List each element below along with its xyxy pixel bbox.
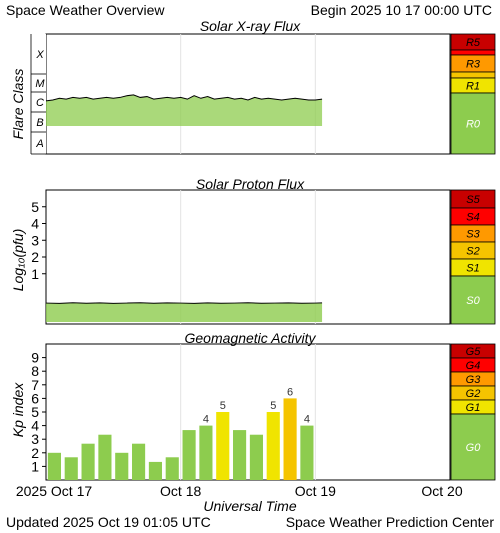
kp-bar [266, 412, 280, 480]
time-axis: 2025 Oct 17 Oct 18 Oct 19 Oct 20 [16, 483, 463, 499]
kp-bar [132, 443, 146, 480]
kp-bar [199, 425, 213, 480]
xray-class-label: A [35, 138, 43, 150]
kp-ytick-label: 3 [31, 431, 39, 447]
xray-scale-band [450, 49, 496, 56]
xray-class-label: B [36, 117, 43, 129]
kp-scale-label: G3 [466, 374, 482, 386]
time-tick-label: Oct 20 [421, 483, 462, 499]
updated-time: Updated 2025 Oct 19 01:05 UTC [6, 514, 211, 530]
kp-bar-label: 5 [220, 400, 226, 412]
xray-flux-area [46, 94, 323, 126]
kp-ytick-label: 9 [31, 350, 39, 366]
xray-scale-label: R3 [466, 59, 481, 71]
kp-bar [81, 443, 95, 480]
source-label: Space Weather Prediction Center [285, 514, 494, 530]
proton-ylabel: Log₁₀(pfu) [10, 228, 26, 292]
proton-scale-label: S4 [466, 212, 479, 224]
time-tick-label: Oct 18 [160, 483, 201, 499]
kp-ylabel: Kp index [10, 382, 26, 438]
kp-scale-label: G2 [466, 388, 481, 400]
overview-title: Space Weather Overview [6, 2, 165, 18]
kp-bar [64, 457, 78, 480]
xray-ylabel: Flare Class [10, 68, 26, 140]
proton-flux-area [46, 302, 323, 322]
proton-scale-label: S5 [466, 194, 480, 206]
kp-ytick-label: 7 [31, 377, 39, 393]
xray-scale-label: R0 [466, 119, 481, 131]
kp-ytick-label: 8 [31, 363, 39, 379]
xray-class-column [31, 34, 46, 154]
xray-class-label: C [36, 97, 44, 109]
kp-scale-label: G1 [466, 402, 481, 414]
time-tick-label: 2025 Oct 17 [16, 483, 92, 499]
proton-ytick-label: 5 [31, 199, 39, 215]
kp-plot-frame [45, 343, 451, 481]
kp-title: Geomagnetic Activity [184, 330, 316, 346]
kp-bar-label: 6 [287, 386, 293, 398]
kp-bar [182, 430, 196, 480]
xray-scale-band [450, 71, 496, 79]
proton-scale-label: S1 [466, 263, 479, 275]
time-axis-label: Universal Time [203, 498, 297, 514]
proton-scale-band [450, 275, 496, 325]
kp-bar [233, 430, 247, 480]
kp-bar [148, 461, 162, 480]
kp-ytick-label: 6 [31, 390, 39, 406]
proton-ytick-label: 1 [31, 266, 39, 282]
kp-scale-label: G0 [466, 442, 482, 454]
proton-scale-label: S2 [466, 246, 479, 258]
begin-time: Begin 2025 10 17 00:00 UTC [310, 2, 492, 18]
kp-ytick-label: 2 [31, 445, 39, 461]
kp-bar [300, 425, 314, 480]
kp-bar-label: 4 [203, 414, 209, 426]
kp-bar [165, 457, 179, 480]
kp-bar [115, 452, 129, 480]
xray-flux-line [45, 94, 323, 102]
proton-flux-line [45, 302, 323, 304]
time-tick-label: Oct 19 [295, 483, 336, 499]
kp-ytick-label: 5 [31, 404, 39, 420]
xray-class-label: M [35, 78, 45, 90]
proton-ytick-label: 2 [31, 249, 39, 265]
proton-title: Solar Proton Flux [195, 176, 305, 192]
proton-ytick-label: 4 [31, 216, 39, 232]
kp-scale-band [450, 413, 496, 481]
kp-bar [216, 412, 230, 480]
proton-scale-label: S0 [466, 295, 480, 307]
kp-bar [98, 434, 112, 480]
xray-title: Solar X-ray Flux [199, 18, 301, 34]
xray-class-label: X [35, 49, 44, 61]
kp-bar [249, 434, 263, 480]
proton-scale-label: S3 [466, 229, 480, 241]
kp-ytick-label: 1 [31, 458, 39, 474]
proton-ytick-label: 3 [31, 232, 39, 248]
kp-bar [283, 398, 297, 480]
kp-ytick-label: 4 [31, 418, 39, 434]
kp-scale-label: G4 [466, 360, 481, 372]
kp-bar [47, 452, 61, 480]
xray-scale-label: R5 [466, 37, 481, 49]
kp-bar-label: 4 [304, 414, 310, 426]
kp-scale-label: G5 [466, 346, 482, 358]
xray-plot-frame [45, 33, 451, 155]
kp-bar-label: 5 [270, 400, 276, 412]
xray-scale-band [450, 92, 496, 155]
xray-scale-label: R1 [466, 81, 480, 93]
proton-plot-frame [45, 189, 451, 325]
